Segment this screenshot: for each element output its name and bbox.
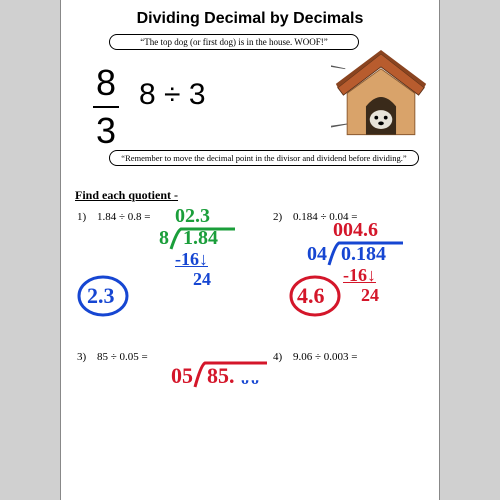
problem-3-text: 85 ÷ 0.05 = [97,351,148,363]
p1-step1: -16↓ [175,249,208,270]
p1-dividend: 1.84 [183,227,218,250]
p1-step2: 24 [193,269,211,290]
hero-area: “The top dog (or first dog) is in the ho… [75,32,425,182]
fraction-bar [93,106,119,108]
worksheet-page: Dividing Decimal by Decimals “The top do… [60,0,440,500]
p1-divisor: 8 [159,227,169,250]
p2-step2: 24 [361,285,379,306]
problem-2-label: 2) [273,211,282,223]
section-heading-text: Find each quotient [75,188,171,202]
doghouse-icon [331,50,431,144]
p1-answer: 2.3 [87,283,115,309]
fraction-numerator: 8 [96,62,116,103]
problem-1-label: 1) [77,211,86,223]
division-expression: 8 ÷ 3 [139,78,206,112]
p2-divisor: 04 [307,243,327,266]
p3-dividend: 85. [207,363,235,389]
problem-4-text: 9.06 ÷ 0.003 = [293,351,358,363]
p2-quotient: 004.6 [333,219,378,242]
speech-bubble-top: “The top dog (or first dog) is in the ho… [109,34,359,50]
p1-quotient: 02.3 [175,205,210,228]
problem-1-text: 1.84 ÷ 0.8 = [97,211,151,223]
page-title: Dividing Decimal by Decimals [75,10,425,28]
p2-answer: 4.6 [297,283,325,309]
fraction-display: 8 3 [93,62,119,152]
fraction-denominator: 3 [96,110,116,151]
problem-4-label: 4) [273,351,282,363]
speech-bubble-bottom: “Remember to move the decimal point in t… [109,150,419,166]
p3-tail: ᴗᴗ [241,371,261,389]
problem-3-label: 3) [77,351,86,363]
p2-dividend: 0.184 [341,243,386,266]
p3-divisor: 05 [171,363,193,389]
section-heading: Find each quotient - [75,188,425,203]
problems-area: 1) 1.84 ÷ 0.8 = 02.3 8 1.84 -16↓ 24 2.3 … [75,203,425,483]
p2-step1: -16↓ [343,265,376,286]
